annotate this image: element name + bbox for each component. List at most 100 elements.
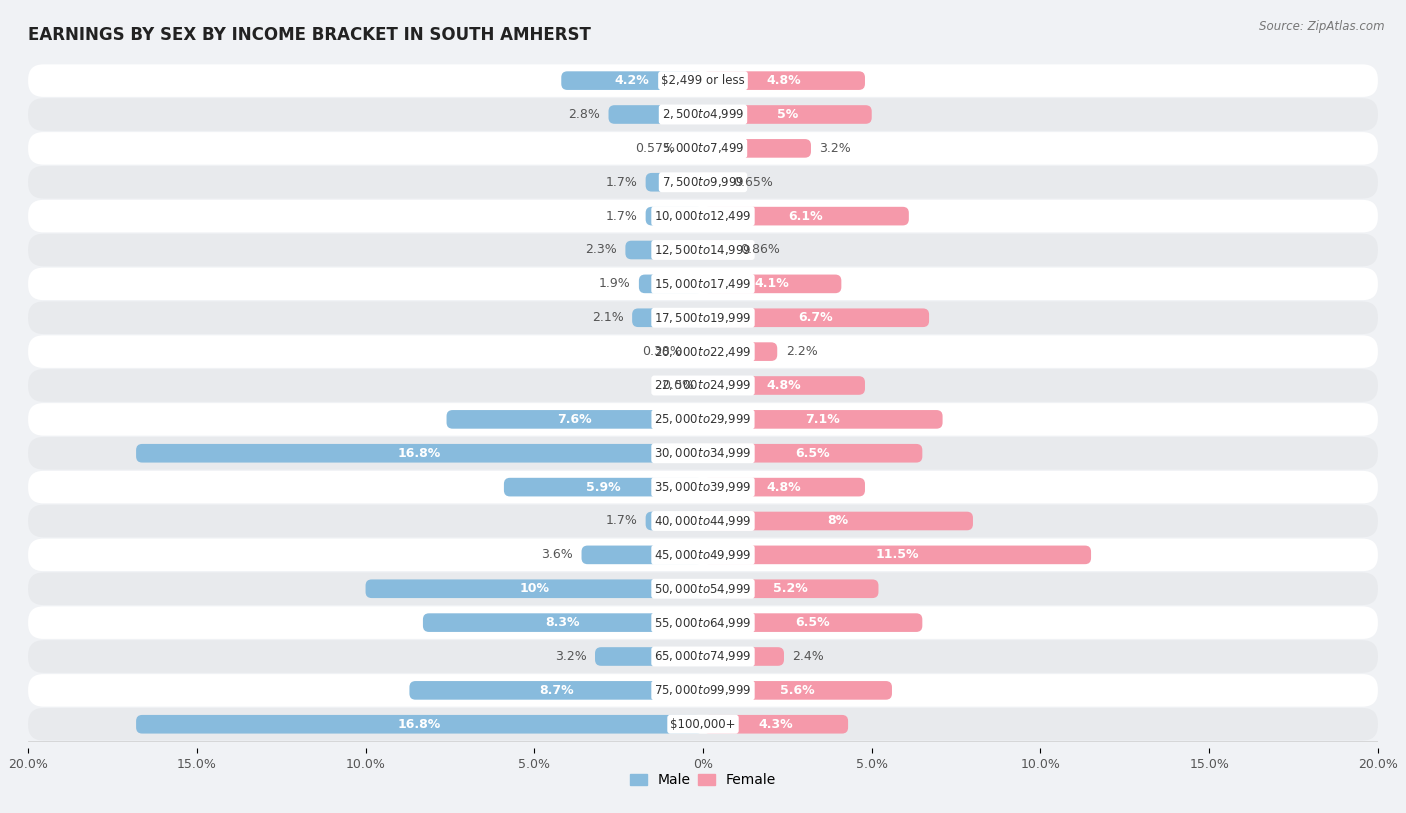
FancyBboxPatch shape [28,369,1378,402]
FancyBboxPatch shape [703,647,785,666]
Text: $45,000 to $49,999: $45,000 to $49,999 [654,548,752,562]
FancyBboxPatch shape [595,647,703,666]
FancyBboxPatch shape [28,335,1378,367]
FancyBboxPatch shape [609,105,703,124]
FancyBboxPatch shape [136,715,703,733]
FancyBboxPatch shape [423,613,703,632]
FancyBboxPatch shape [28,641,1378,673]
Text: 2.1%: 2.1% [592,311,624,324]
FancyBboxPatch shape [28,708,1378,741]
Text: 2.4%: 2.4% [793,650,824,663]
Text: 0.38%: 0.38% [643,346,682,358]
FancyBboxPatch shape [645,207,703,225]
Legend: Male, Female: Male, Female [624,767,782,793]
Text: $12,500 to $14,999: $12,500 to $14,999 [654,243,752,257]
Text: 2.3%: 2.3% [585,244,617,256]
FancyBboxPatch shape [703,613,922,632]
FancyBboxPatch shape [703,308,929,327]
Text: 4.8%: 4.8% [766,74,801,87]
Text: 1.7%: 1.7% [606,210,637,223]
FancyBboxPatch shape [28,505,1378,537]
FancyBboxPatch shape [703,410,942,428]
Text: 10%: 10% [519,582,550,595]
Text: $22,500 to $24,999: $22,500 to $24,999 [654,379,752,393]
FancyBboxPatch shape [703,207,908,225]
FancyBboxPatch shape [703,580,879,598]
Text: $20,000 to $22,499: $20,000 to $22,499 [654,345,752,359]
Text: EARNINGS BY SEX BY INCOME BRACKET IN SOUTH AMHERST: EARNINGS BY SEX BY INCOME BRACKET IN SOU… [28,26,591,44]
Text: 5.6%: 5.6% [780,684,815,697]
FancyBboxPatch shape [626,241,703,259]
Text: 7.6%: 7.6% [557,413,592,426]
Text: 1.9%: 1.9% [599,277,630,290]
Text: $40,000 to $44,999: $40,000 to $44,999 [654,514,752,528]
Text: 5.2%: 5.2% [773,582,808,595]
FancyBboxPatch shape [409,681,703,700]
Text: $55,000 to $64,999: $55,000 to $64,999 [654,615,752,629]
Text: 6.1%: 6.1% [789,210,824,223]
Text: $5,000 to $7,499: $5,000 to $7,499 [662,141,744,155]
FancyBboxPatch shape [136,444,703,463]
FancyBboxPatch shape [690,342,703,361]
Text: 0.57%: 0.57% [636,142,675,154]
FancyBboxPatch shape [703,376,865,395]
FancyBboxPatch shape [28,64,1378,97]
Text: 16.8%: 16.8% [398,718,441,731]
FancyBboxPatch shape [703,546,1091,564]
Text: 4.8%: 4.8% [766,480,801,493]
Text: 4.2%: 4.2% [614,74,650,87]
FancyBboxPatch shape [633,308,703,327]
Text: 2.2%: 2.2% [786,346,817,358]
FancyBboxPatch shape [703,681,891,700]
Text: 4.3%: 4.3% [758,718,793,731]
FancyBboxPatch shape [28,98,1378,131]
Text: Source: ZipAtlas.com: Source: ZipAtlas.com [1260,20,1385,33]
FancyBboxPatch shape [28,606,1378,639]
FancyBboxPatch shape [703,444,922,463]
Text: $17,500 to $19,999: $17,500 to $19,999 [654,311,752,324]
FancyBboxPatch shape [703,139,811,158]
Text: $2,499 or less: $2,499 or less [661,74,745,87]
Text: 0.65%: 0.65% [734,176,773,189]
Text: 0.0%: 0.0% [662,379,695,392]
FancyBboxPatch shape [703,478,865,497]
Text: $10,000 to $12,499: $10,000 to $12,499 [654,209,752,223]
FancyBboxPatch shape [703,342,778,361]
Text: 8%: 8% [827,515,849,528]
FancyBboxPatch shape [28,471,1378,503]
FancyBboxPatch shape [28,403,1378,436]
Text: $7,500 to $9,999: $7,500 to $9,999 [662,176,744,189]
FancyBboxPatch shape [28,166,1378,198]
Text: 5.9%: 5.9% [586,480,621,493]
FancyBboxPatch shape [582,546,703,564]
Text: 6.5%: 6.5% [796,616,830,629]
Text: 7.1%: 7.1% [806,413,841,426]
Text: $100,000+: $100,000+ [671,718,735,731]
Text: 8.3%: 8.3% [546,616,581,629]
Text: $35,000 to $39,999: $35,000 to $39,999 [654,480,752,494]
FancyBboxPatch shape [683,139,703,158]
FancyBboxPatch shape [645,511,703,530]
Text: $75,000 to $99,999: $75,000 to $99,999 [654,684,752,698]
Text: 16.8%: 16.8% [398,447,441,459]
Text: 6.7%: 6.7% [799,311,834,324]
Text: 1.7%: 1.7% [606,176,637,189]
FancyBboxPatch shape [28,233,1378,266]
Text: 1.7%: 1.7% [606,515,637,528]
Text: 3.2%: 3.2% [555,650,586,663]
Text: 8.7%: 8.7% [538,684,574,697]
Text: 3.6%: 3.6% [541,549,574,561]
FancyBboxPatch shape [703,275,841,293]
Text: 6.5%: 6.5% [796,447,830,459]
FancyBboxPatch shape [703,105,872,124]
Text: 0.86%: 0.86% [741,244,780,256]
FancyBboxPatch shape [447,410,703,428]
FancyBboxPatch shape [28,267,1378,300]
Text: 11.5%: 11.5% [876,549,918,561]
Text: $25,000 to $29,999: $25,000 to $29,999 [654,412,752,426]
FancyBboxPatch shape [703,173,725,192]
FancyBboxPatch shape [28,132,1378,164]
Text: 4.8%: 4.8% [766,379,801,392]
Text: 3.2%: 3.2% [820,142,851,154]
Text: $30,000 to $34,999: $30,000 to $34,999 [654,446,752,460]
